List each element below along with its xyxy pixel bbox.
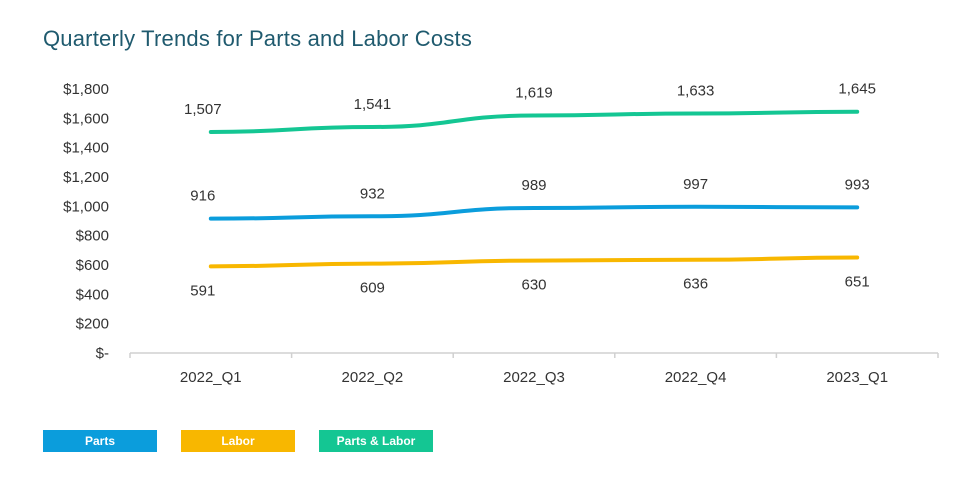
y-tick-label: $1,800 xyxy=(63,81,109,98)
chart-title: Quarterly Trends for Parts and Labor Cos… xyxy=(43,26,473,51)
x-tick-label: 2022_Q1 xyxy=(180,369,242,386)
data-label: 993 xyxy=(845,176,870,193)
data-label: 989 xyxy=(521,177,546,194)
y-tick-label: $1,600 xyxy=(63,110,109,127)
data-label: 630 xyxy=(521,277,546,294)
data-label: 609 xyxy=(360,280,385,297)
x-tick-label: 2022_Q3 xyxy=(503,369,565,386)
x-axis: 2022_Q1 2022_Q2 2022_Q3 2022_Q4 2023_Q1 xyxy=(129,352,939,386)
data-label: 916 xyxy=(190,188,215,205)
series-line-parts-labor xyxy=(208,109,860,134)
data-label: 1,645 xyxy=(838,81,876,98)
data-label: 651 xyxy=(845,274,870,291)
y-axis: $- $200 $400 $600 $800 $1,000 $1,200 $1,400 $1,6… xyxy=(63,81,109,362)
y-tick-label: $1,000 xyxy=(63,198,109,215)
y-tick-label: $- xyxy=(96,345,109,362)
y-tick-label: $600 xyxy=(76,257,109,274)
data-label: 932 xyxy=(360,185,385,202)
legend-item-parts-labor: Parts & Labor xyxy=(319,430,433,452)
series-line-parts xyxy=(208,204,860,221)
y-tick-label: $800 xyxy=(76,228,109,245)
data-label: 1,633 xyxy=(677,82,715,99)
series-layer xyxy=(208,109,860,269)
legend: Parts Labor Parts & Labor xyxy=(43,430,433,452)
x-tick-label: 2023_Q1 xyxy=(826,369,888,386)
y-tick-label: $1,200 xyxy=(63,169,109,186)
x-tick-label: 2022_Q2 xyxy=(342,369,404,386)
data-label: 1,507 xyxy=(184,101,222,118)
data-label: 997 xyxy=(683,176,708,193)
legend-item-parts: Parts xyxy=(43,430,157,452)
series-line-labor xyxy=(208,255,860,269)
data-label: 591 xyxy=(190,282,215,299)
data-label: 1,541 xyxy=(354,96,392,113)
y-tick-label: $400 xyxy=(76,286,109,303)
y-tick-label: $1,400 xyxy=(63,140,109,157)
data-labels: 916 932 989 997 993 591 609 630 636 651 1,507 1,541… xyxy=(184,81,876,300)
legend-item-labor: Labor xyxy=(181,430,295,452)
data-label: 1,619 xyxy=(515,85,553,102)
x-tick-label: 2022_Q4 xyxy=(665,369,727,386)
y-tick-label: $200 xyxy=(76,316,109,333)
data-label: 636 xyxy=(683,276,708,293)
